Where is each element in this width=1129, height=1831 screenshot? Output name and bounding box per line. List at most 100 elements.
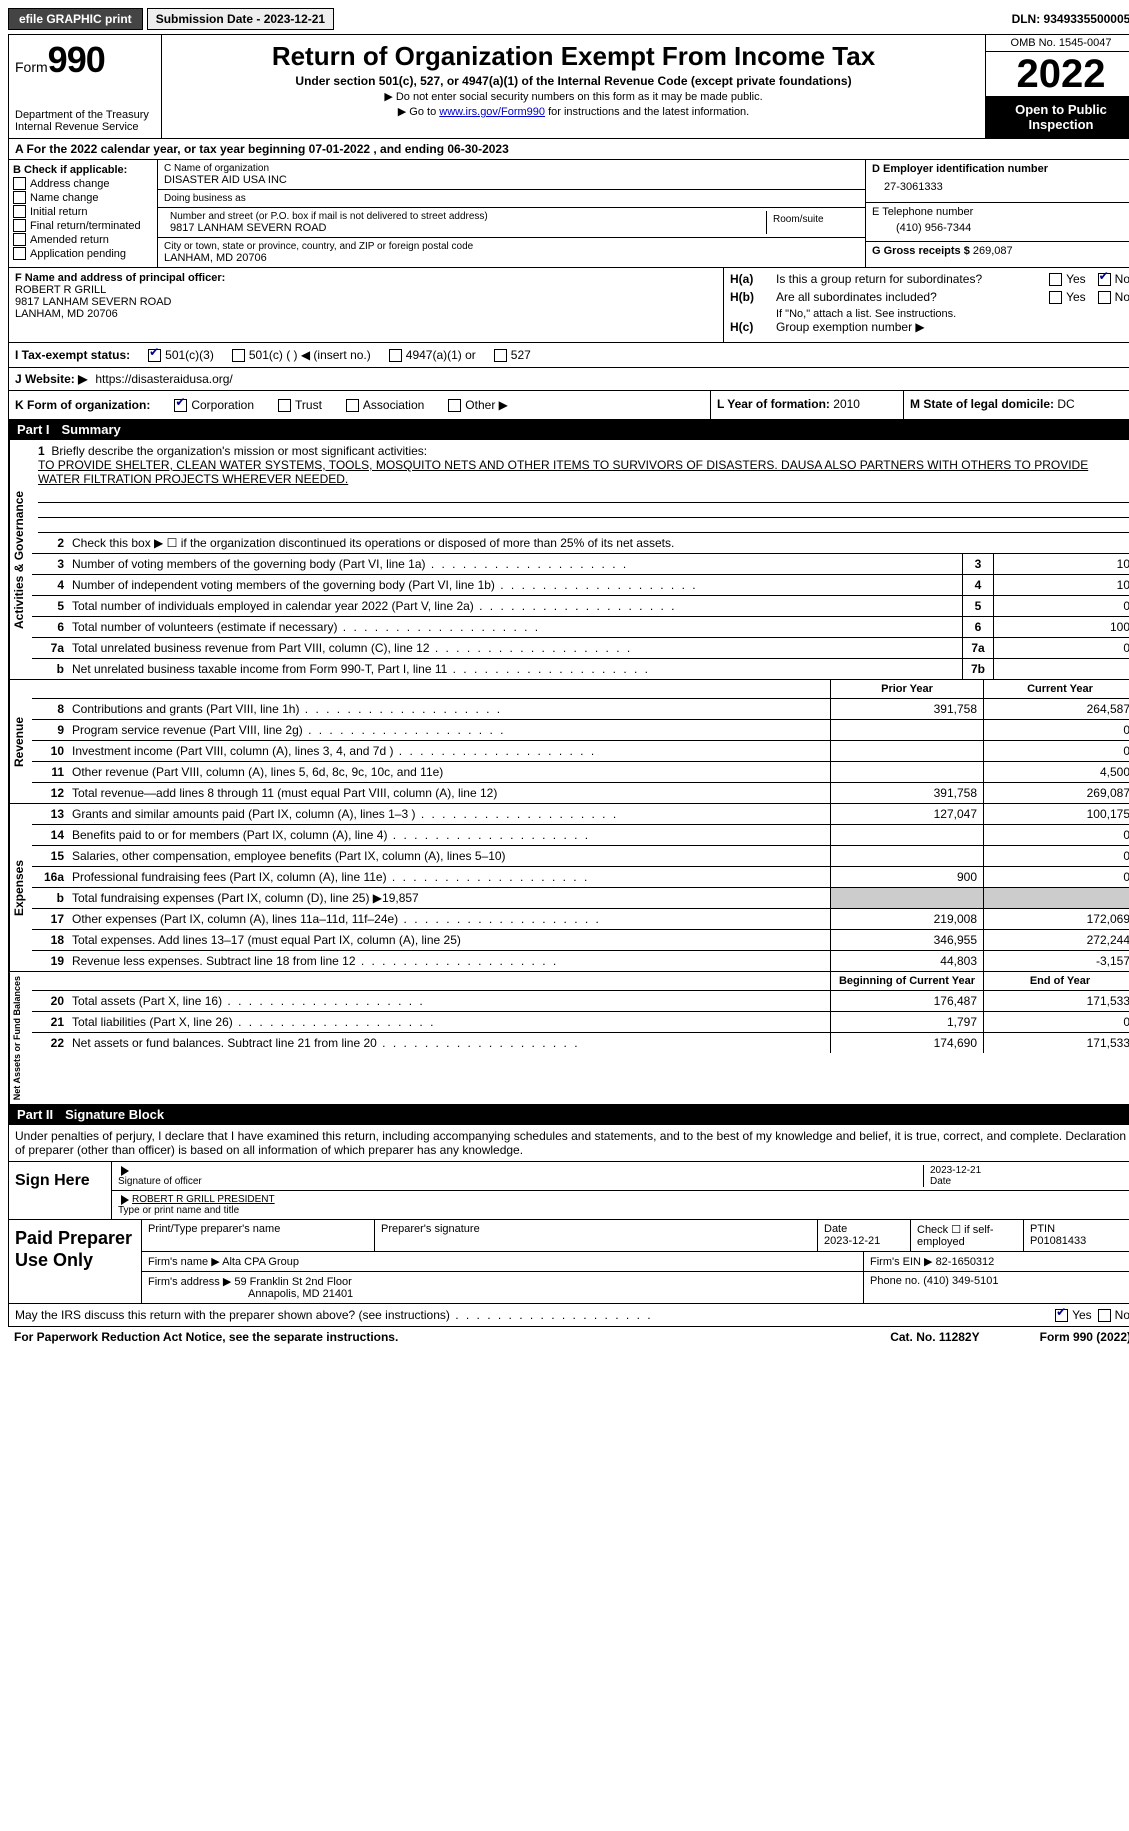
ha-yes[interactable] <box>1049 273 1062 286</box>
discuss-yes[interactable] <box>1055 1309 1068 1322</box>
ha-no[interactable] <box>1098 273 1111 286</box>
line21-end: 0 <box>983 1012 1129 1032</box>
firm-addr-label: Firm's address ▶ <box>148 1276 231 1288</box>
line13: Grants and similar amounts paid (Part IX… <box>68 804 830 824</box>
efile-print-button[interactable]: efile GRAPHIC print <box>8 8 143 30</box>
line13-prior: 127,047 <box>830 804 983 824</box>
f-label: F Name and address of principal officer: <box>15 272 717 284</box>
revenue-section: Revenue Prior YearCurrent Year 8Contribu… <box>9 679 1129 803</box>
line11: Other revenue (Part VIII, column (A), li… <box>68 762 830 782</box>
part1-title: Summary <box>62 422 121 437</box>
line12-prior: 391,758 <box>830 783 983 803</box>
part2-title: Signature Block <box>65 1107 164 1122</box>
line15-curr: 0 <box>983 846 1129 866</box>
chk-4947[interactable] <box>389 349 402 362</box>
hb-note: If "No," attach a list. See instructions… <box>730 308 1129 320</box>
goto-note: ▶ Go to www.irs.gov/Form990 for instruct… <box>168 105 979 118</box>
line14: Benefits paid to or for members (Part IX… <box>68 825 830 845</box>
chk-trust[interactable] <box>278 399 291 412</box>
col-de: D Employer identification number 27-3061… <box>866 160 1129 267</box>
chk-final[interactable] <box>13 219 26 232</box>
hdr-beg: Beginning of Current Year <box>830 972 983 990</box>
hb-no[interactable] <box>1098 291 1111 304</box>
line19-curr: -3,157 <box>983 951 1129 971</box>
arrow-icon <box>121 1166 129 1176</box>
chk-amended[interactable] <box>13 233 26 246</box>
ein-label: D Employer identification number <box>872 163 1129 175</box>
line5-val: 0 <box>993 596 1129 616</box>
prep-ptin: P01081433 <box>1030 1235 1086 1247</box>
line14-curr: 0 <box>983 825 1129 845</box>
line20-beg: 176,487 <box>830 991 983 1011</box>
chk-other[interactable] <box>448 399 461 412</box>
arrow-icon <box>121 1195 129 1205</box>
org-name: DISASTER AID USA INC <box>164 174 859 186</box>
gross-label: G Gross receipts $ <box>872 245 970 257</box>
firm-name-label: Firm's name ▶ <box>148 1256 220 1268</box>
line22: Net assets or fund balances. Subtract li… <box>68 1033 830 1053</box>
line17: Other expenses (Part IX, column (A), lin… <box>68 909 830 929</box>
firm-addr1: 59 Franklin St 2nd Floor <box>234 1276 351 1288</box>
form-ref: Form 990 (2022) <box>1040 1330 1129 1344</box>
j-label: J Website: ▶ <box>15 372 87 386</box>
irs-link[interactable]: www.irs.gov/Form990 <box>439 106 545 118</box>
hdr-curr: Current Year <box>983 680 1129 698</box>
street-value: 9817 LANHAM SEVERN ROAD <box>164 222 766 234</box>
omb-number: OMB No. 1545-0047 <box>986 35 1129 52</box>
line15: Salaries, other compensation, employee b… <box>68 846 830 866</box>
line7a: Total unrelated business revenue from Pa… <box>68 638 962 658</box>
discuss-q: May the IRS discuss this return with the… <box>15 1308 1049 1322</box>
dba-label: Doing business as <box>164 193 859 204</box>
chk-pending[interactable] <box>13 247 26 260</box>
section-bcde: B Check if applicable: Address change Na… <box>9 159 1129 267</box>
blank-line <box>38 518 1129 533</box>
chk-name[interactable] <box>13 191 26 204</box>
net-assets-section: Net Assets or Fund Balances Beginning of… <box>9 971 1129 1104</box>
row-j: J Website: ▶ https://disasteraidusa.org/ <box>9 367 1129 390</box>
line17-prior: 219,008 <box>830 909 983 929</box>
chk-address[interactable] <box>13 177 26 190</box>
chk-527[interactable] <box>494 349 507 362</box>
line6: Total number of volunteers (estimate if … <box>68 617 962 637</box>
line16a: Professional fundraising fees (Part IX, … <box>68 867 830 887</box>
l-label: L Year of formation: <box>717 397 830 411</box>
line7a-val: 0 <box>993 638 1129 658</box>
chk-501c3[interactable] <box>148 349 161 362</box>
perjury-declaration: Under penalties of perjury, I declare th… <box>9 1125 1129 1161</box>
blank-line <box>38 503 1129 518</box>
row-klm: K Form of organization: Corporation Trus… <box>9 390 1129 419</box>
blank-line <box>38 488 1129 503</box>
chk-corp[interactable] <box>174 399 187 412</box>
website-value: https://disasteraidusa.org/ <box>95 372 232 386</box>
sig-officer-label: Signature of officer <box>118 1176 202 1187</box>
line12: Total revenue—add lines 8 through 11 (mu… <box>68 783 830 803</box>
hb-yes[interactable] <box>1049 291 1062 304</box>
chk-501c[interactable] <box>232 349 245 362</box>
ssn-note: ▶ Do not enter social security numbers o… <box>168 90 979 103</box>
firm-ein: 82-1650312 <box>936 1256 995 1268</box>
k-label: K Form of organization: <box>15 398 150 412</box>
line10-curr: 0 <box>983 741 1129 761</box>
part1-num: Part I <box>17 422 50 437</box>
row-a-period: A For the 2022 calendar year, or tax yea… <box>9 138 1129 159</box>
prep-title: Paid Preparer Use Only <box>9 1220 142 1303</box>
line3-val: 10 <box>993 554 1129 574</box>
line18: Total expenses. Add lines 13–17 (must eq… <box>68 930 830 950</box>
vlabel-net: Net Assets or Fund Balances <box>9 972 32 1104</box>
line17-curr: 172,069 <box>983 909 1129 929</box>
discuss-no[interactable] <box>1098 1309 1111 1322</box>
chk-initial[interactable] <box>13 205 26 218</box>
expenses-section: Expenses 13Grants and similar amounts pa… <box>9 803 1129 971</box>
open-inspection: Open to Public Inspection <box>986 96 1129 138</box>
line21-beg: 1,797 <box>830 1012 983 1032</box>
line22-end: 171,533 <box>983 1033 1129 1053</box>
prep-date: 2023-12-21 <box>824 1235 880 1247</box>
bottom-row: For Paperwork Reduction Act Notice, see … <box>8 1327 1129 1347</box>
chk-assoc[interactable] <box>346 399 359 412</box>
part2-num: Part II <box>17 1107 53 1122</box>
line7b: Net unrelated business taxable income fr… <box>68 659 962 679</box>
firm-phone-label: Phone no. <box>870 1275 920 1287</box>
room-label: Room/suite <box>773 214 853 225</box>
m-label: M State of legal domicile: <box>910 397 1054 411</box>
line2: Check this box ▶ ☐ if the organization d… <box>68 533 1129 553</box>
